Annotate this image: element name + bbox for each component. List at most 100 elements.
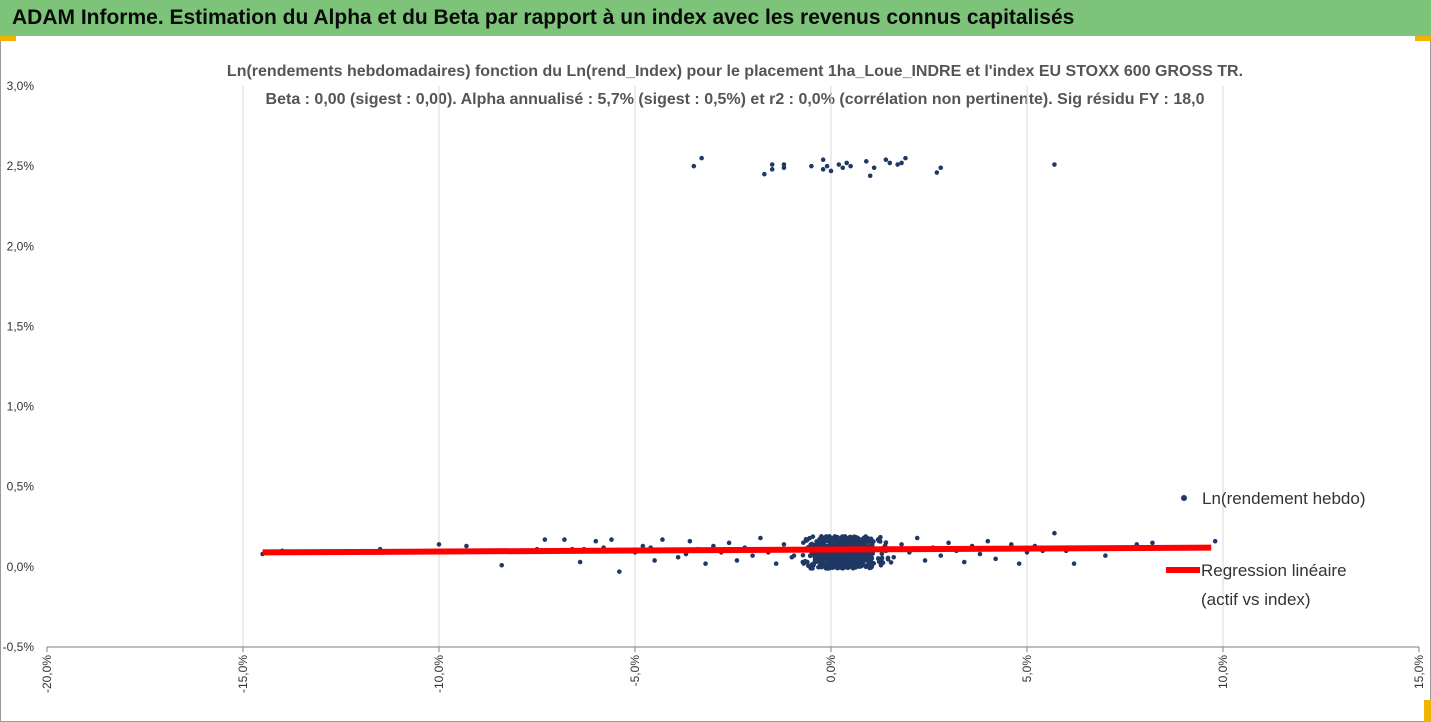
chart-title-line-1: Ln(rendements hebdomadaires) fonction du… — [226, 63, 1244, 80]
y-axis-ticks: 3,0% 2,5% 2,0% 1,5% 1,0% 0,5% 0,0% -0,5% — [3, 79, 35, 654]
data-point — [687, 538, 693, 544]
report-title: ADAM Informe. Estimation du Alpha et du … — [12, 6, 1075, 29]
data-point — [593, 538, 599, 544]
data-point — [781, 165, 787, 171]
data-point — [562, 537, 567, 542]
data-point — [879, 558, 884, 564]
data-point — [1052, 162, 1057, 167]
data-point — [852, 542, 858, 548]
data-point — [858, 539, 863, 545]
data-point — [895, 162, 900, 167]
data-point — [691, 163, 697, 169]
data-point — [868, 565, 874, 570]
data-point — [934, 170, 940, 175]
scatter-points — [260, 155, 1218, 574]
data-point — [807, 535, 812, 541]
data-point — [464, 543, 469, 549]
data-point — [985, 538, 991, 544]
report-banner: ADAM Informe. Estimation du Alpha et du … — [0, 0, 1431, 36]
x-tick-label: -10,0% — [432, 655, 446, 693]
data-point — [922, 558, 928, 563]
x-tick-label: 15,0% — [1412, 655, 1426, 689]
data-point — [828, 535, 834, 541]
x-tick-label: -15,0% — [236, 655, 250, 693]
data-point — [863, 534, 869, 539]
data-point — [938, 165, 944, 171]
data-point — [837, 554, 842, 560]
y-tick-label: -0,5% — [3, 640, 35, 654]
data-point — [542, 537, 548, 542]
data-point — [819, 534, 824, 539]
data-point — [652, 558, 657, 563]
data-point — [914, 535, 920, 541]
data-point — [817, 562, 823, 568]
data-point — [820, 167, 826, 172]
data-point — [843, 551, 849, 557]
data-point — [844, 160, 849, 166]
x-tick-label: -20,0% — [40, 655, 54, 693]
data-point — [877, 536, 883, 541]
x-axis-ticks: -20,0% -15,0% -10,0% -5,0% 0,0% 5,0% 10,0% 15,0… — [40, 647, 1426, 693]
data-point — [769, 167, 775, 172]
data-point — [848, 163, 853, 169]
data-point — [762, 171, 767, 177]
data-point — [899, 542, 904, 547]
legend-scatter-label: Ln(rendement hebdo) — [1202, 489, 1366, 508]
data-point — [660, 537, 665, 542]
data-point — [878, 562, 884, 568]
data-point — [820, 157, 826, 163]
data-point — [800, 552, 806, 558]
legend-scatter-marker — [1181, 495, 1187, 501]
data-point — [848, 556, 854, 561]
data-point — [836, 535, 841, 541]
x-tick-label: 10,0% — [1216, 655, 1230, 689]
data-point — [842, 540, 848, 546]
data-point — [577, 559, 583, 565]
data-point — [840, 557, 846, 563]
data-point — [817, 542, 823, 548]
data-point — [838, 541, 843, 547]
y-tick-label: 1,0% — [7, 400, 35, 414]
x-tick-label: 5,0% — [1020, 655, 1034, 683]
data-point — [814, 552, 820, 558]
x-tick-label: -5,0% — [628, 655, 642, 687]
data-point — [1016, 561, 1022, 566]
data-point — [879, 551, 885, 557]
data-point — [865, 539, 871, 545]
data-point — [869, 555, 874, 561]
data-point — [863, 564, 869, 570]
x-tick-label: 0,0% — [824, 655, 838, 683]
data-point — [1150, 540, 1155, 546]
data-point — [842, 535, 848, 541]
y-tick-label: 3,0% — [7, 79, 35, 93]
data-point — [773, 561, 779, 566]
data-point — [1103, 553, 1108, 558]
data-point — [852, 564, 858, 569]
data-point — [1071, 561, 1077, 566]
data-point — [609, 537, 614, 542]
data-point — [781, 162, 787, 167]
data-point — [703, 561, 708, 566]
legend-line-label-2: (actif vs index) — [1201, 590, 1311, 609]
legend-line-marker — [1166, 567, 1200, 573]
data-point — [853, 557, 859, 562]
data-point — [899, 160, 904, 166]
data-point — [859, 555, 864, 560]
data-point — [993, 556, 998, 562]
data-point — [887, 160, 893, 166]
data-point — [946, 540, 951, 546]
data-point — [640, 543, 646, 549]
data-point — [903, 155, 908, 161]
corner-mark-top-right — [1415, 36, 1431, 41]
data-point — [871, 165, 877, 171]
data-point — [863, 558, 868, 563]
data-point — [847, 541, 853, 546]
data-point — [863, 159, 869, 164]
data-point — [1009, 542, 1014, 547]
data-point — [802, 558, 808, 564]
data-point — [885, 555, 891, 561]
data-point — [617, 569, 622, 574]
y-tick-label: 1,5% — [7, 319, 35, 333]
data-point — [831, 554, 837, 560]
data-point — [830, 560, 836, 565]
